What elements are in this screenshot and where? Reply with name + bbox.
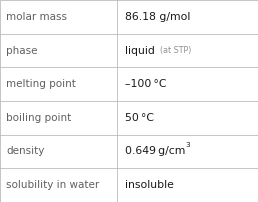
Text: insoluble: insoluble xyxy=(125,180,174,190)
Text: liquid: liquid xyxy=(125,45,155,56)
Text: boiling point: boiling point xyxy=(6,113,72,123)
Text: 3: 3 xyxy=(186,142,190,148)
Text: –100 °C: –100 °C xyxy=(125,79,167,89)
Text: phase: phase xyxy=(6,45,38,56)
Text: (at STP): (at STP) xyxy=(160,46,191,55)
Text: density: density xyxy=(6,146,45,157)
Text: 0.649 g/cm: 0.649 g/cm xyxy=(125,146,186,157)
Text: solubility in water: solubility in water xyxy=(6,180,100,190)
Text: 50 °C: 50 °C xyxy=(125,113,154,123)
Text: molar mass: molar mass xyxy=(6,12,67,22)
Text: melting point: melting point xyxy=(6,79,76,89)
Text: 86.18 g/mol: 86.18 g/mol xyxy=(125,12,190,22)
